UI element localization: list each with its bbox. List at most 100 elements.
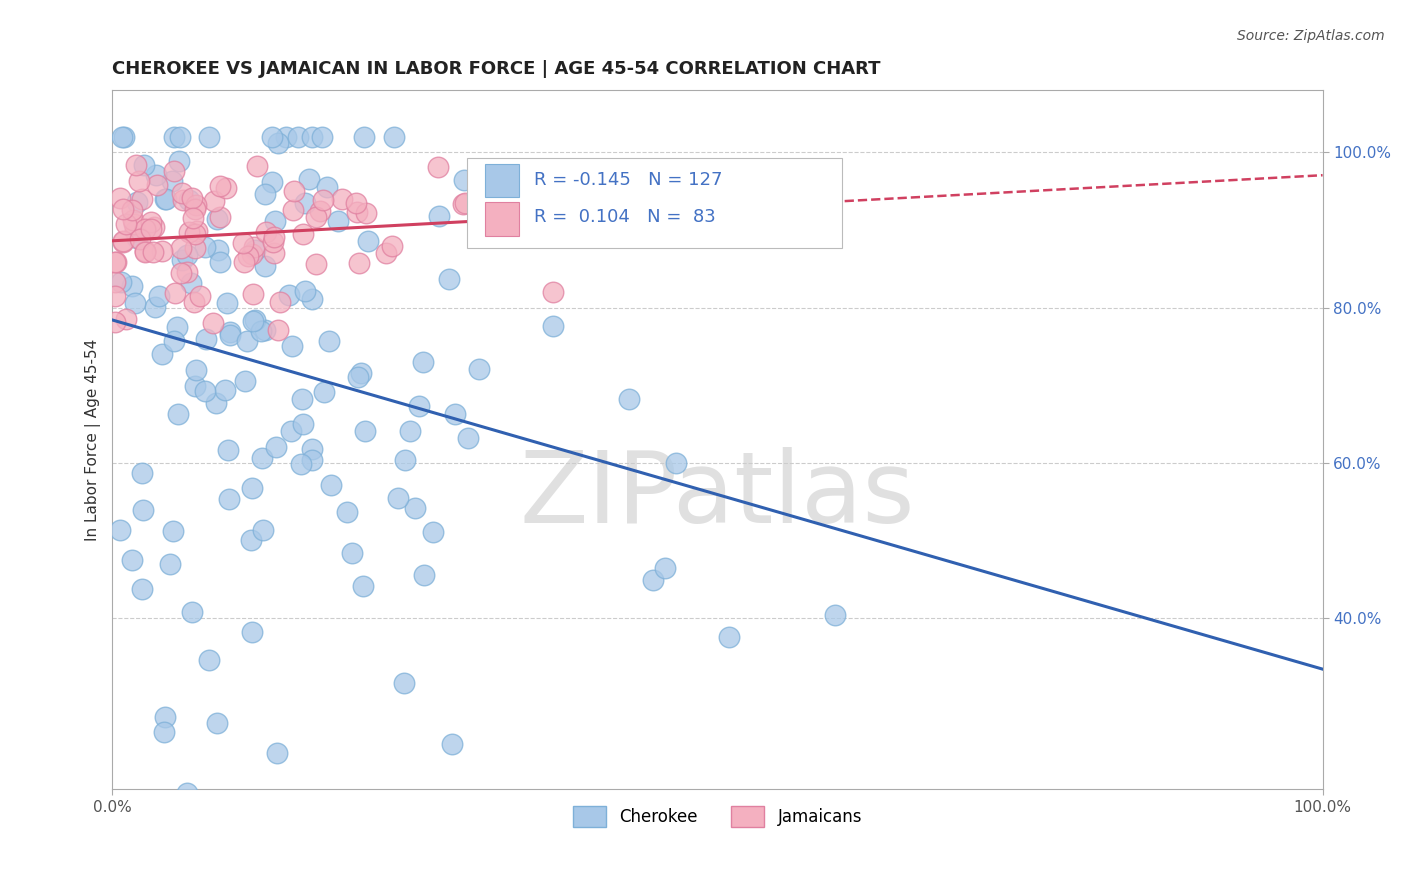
Text: R =  0.104   N =  83: R = 0.104 N = 83 [533, 208, 716, 226]
Point [357, 235, 380, 249]
Point [162, 164, 184, 178]
Point [153, 725, 176, 739]
Point [412, 568, 434, 582]
Point [112, 234, 135, 248]
Point [218, 326, 240, 340]
Point [444, 407, 467, 421]
Point [283, 184, 305, 198]
Point [184, 202, 207, 217]
Point [124, 296, 146, 310]
Point [146, 178, 169, 193]
Point [240, 533, 263, 548]
Legend: Cherokee, Jamaicans: Cherokee, Jamaicans [567, 799, 869, 833]
Point [180, 277, 202, 291]
Point [208, 255, 231, 269]
Point [232, 235, 254, 250]
Point [207, 715, 229, 730]
Point [283, 202, 305, 217]
Point [121, 553, 143, 567]
Point [131, 582, 153, 597]
Point [412, 355, 434, 369]
Point [349, 256, 371, 270]
Point [643, 573, 665, 587]
Point [440, 737, 463, 751]
Point [262, 235, 284, 249]
Point [250, 324, 273, 338]
Point [541, 318, 564, 333]
Point [344, 195, 367, 210]
Point [269, 295, 291, 310]
Point [243, 240, 266, 254]
Point [340, 546, 363, 560]
Point [280, 424, 302, 438]
Point [319, 478, 342, 492]
Point [134, 158, 156, 172]
Point [104, 289, 127, 303]
Point [353, 129, 375, 144]
Point [298, 172, 321, 186]
Point [129, 231, 152, 245]
Point [254, 323, 277, 337]
Point [217, 442, 239, 457]
Point [294, 284, 316, 298]
Point [108, 523, 131, 537]
Point [134, 222, 156, 236]
Point [266, 440, 288, 454]
Point [186, 197, 208, 211]
Point [184, 241, 207, 255]
Point [142, 245, 165, 260]
Point [352, 579, 374, 593]
Point [260, 129, 283, 144]
Point [263, 230, 285, 244]
Point [169, 129, 191, 144]
Point [153, 709, 176, 723]
Point [426, 160, 449, 174]
Point [408, 399, 430, 413]
Point [134, 245, 156, 260]
Point [281, 339, 304, 353]
Point [163, 129, 186, 144]
Point [209, 179, 232, 194]
Point [153, 193, 176, 207]
Point [139, 222, 162, 236]
Point [131, 192, 153, 206]
Point [163, 334, 186, 348]
Point [347, 369, 370, 384]
Point [145, 168, 167, 182]
Point [108, 191, 131, 205]
Point [394, 452, 416, 467]
Point [202, 194, 225, 208]
Point [292, 417, 315, 431]
Point [253, 186, 276, 201]
Point [290, 457, 312, 471]
Point [263, 214, 285, 228]
Point [114, 129, 136, 144]
Point [454, 196, 477, 211]
Point [232, 254, 254, 268]
Point [198, 129, 221, 144]
Point [194, 332, 217, 346]
Point [457, 431, 479, 445]
Point [654, 560, 676, 574]
Point [125, 231, 148, 245]
Point [111, 129, 134, 144]
Point [155, 192, 177, 206]
Point [218, 492, 240, 507]
Point [176, 265, 198, 279]
Point [170, 186, 193, 201]
Point [451, 196, 474, 211]
Point [238, 249, 260, 263]
Point [214, 383, 236, 397]
Point [253, 260, 276, 274]
Point [215, 181, 238, 195]
Text: Source: ZipAtlas.com: Source: ZipAtlas.com [1237, 29, 1385, 43]
Point [121, 278, 143, 293]
Point [336, 505, 359, 519]
Point [104, 255, 127, 269]
Point [209, 210, 232, 224]
Point [453, 173, 475, 187]
Point [134, 244, 156, 259]
Point [132, 503, 155, 517]
Point [198, 653, 221, 667]
Point [170, 266, 193, 280]
